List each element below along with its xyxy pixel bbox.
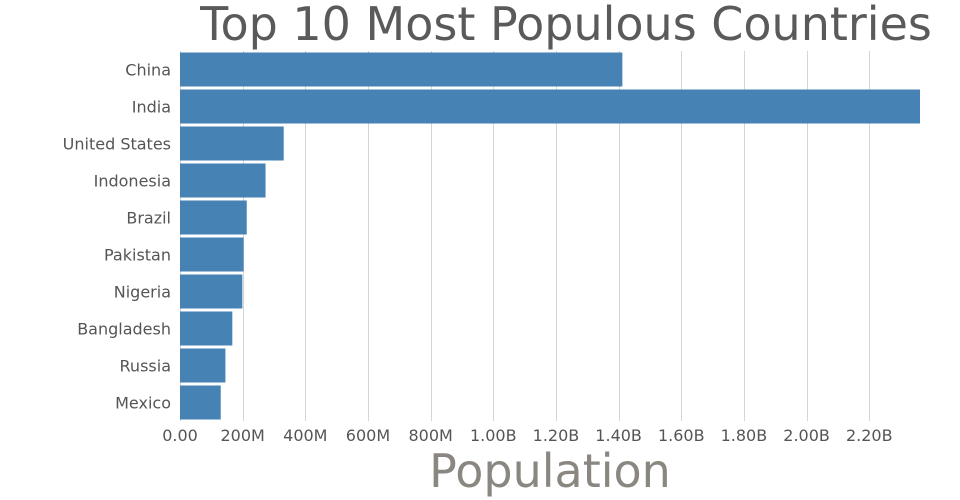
x-tick-label-600m: 600M xyxy=(346,426,390,445)
category-label-indonesia: Indonesia xyxy=(94,172,171,191)
category-label-united-states: United States xyxy=(63,135,171,154)
bar-mexico xyxy=(180,385,221,420)
x-tick-label-1-60b: 1.60B xyxy=(658,426,705,445)
x-tick-label-2-20b: 2.20B xyxy=(846,426,893,445)
x-tick-label-1-80b: 1.80B xyxy=(721,426,768,445)
category-label-india: India xyxy=(132,98,171,117)
bar-united-states xyxy=(180,126,284,161)
bar-pakistan xyxy=(180,237,244,272)
x-tick-label-1-40b: 1.40B xyxy=(595,426,642,445)
x-tick-label-400m: 400M xyxy=(283,426,327,445)
category-label-brazil: Brazil xyxy=(126,209,171,228)
bar-nigeria xyxy=(180,274,243,309)
x-axis-title: Population xyxy=(429,444,671,498)
bars xyxy=(180,52,920,420)
x-tick-label-800m: 800M xyxy=(408,426,452,445)
x-tick-label-2-00b: 2.00B xyxy=(783,426,830,445)
x-tick-label-200m: 200M xyxy=(220,426,264,445)
chart-title: Top 10 Most Populous Countries xyxy=(199,0,932,51)
bar-indonesia xyxy=(180,163,266,198)
category-label-mexico: Mexico xyxy=(115,394,171,413)
bar-brazil xyxy=(180,200,247,235)
bar-bangladesh xyxy=(180,311,233,346)
category-label-bangladesh: Bangladesh xyxy=(77,320,171,339)
category-labels: China India United States Indonesia Brazil Pa… xyxy=(63,61,171,413)
category-label-russia: Russia xyxy=(120,357,171,376)
x-tick-label-1-20b: 1.20B xyxy=(533,426,580,445)
bar-china xyxy=(180,52,623,87)
x-tick-label-1-00b: 1.00B xyxy=(470,426,517,445)
category-label-pakistan: Pakistan xyxy=(104,246,171,265)
bar-india xyxy=(180,89,920,124)
x-tick-label-0-00: 0.00 xyxy=(162,426,198,445)
category-label-nigeria: Nigeria xyxy=(114,283,171,302)
category-label-china: China xyxy=(125,61,171,80)
bar-russia xyxy=(180,348,226,383)
x-tick-labels: 0.00 200M 400M 600M 800M 1.00B 1.20B 1.40B 1.60B… xyxy=(162,426,892,445)
